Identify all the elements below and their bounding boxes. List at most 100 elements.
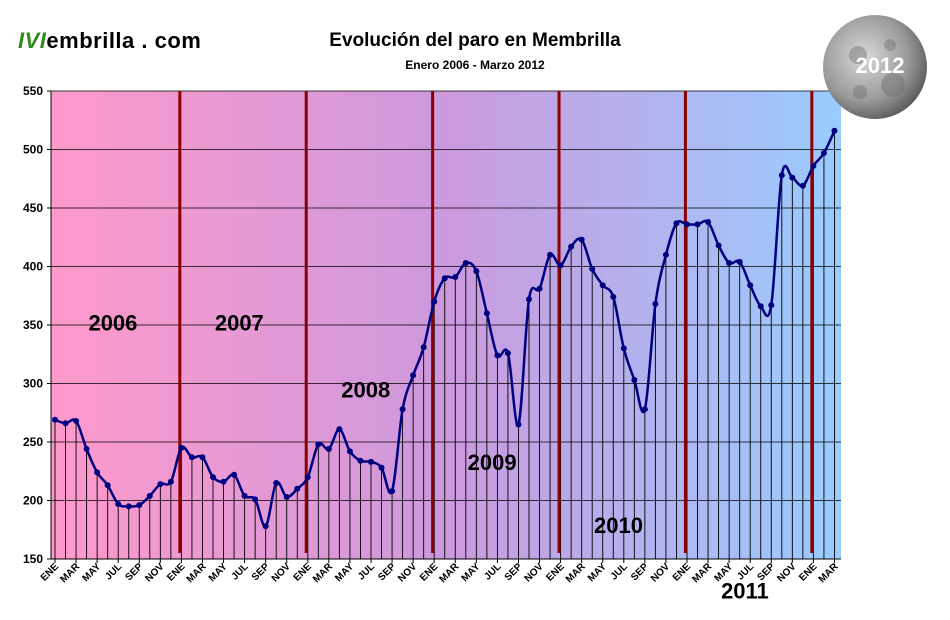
x-tick-label: MAY [207,561,230,584]
y-axis-ticks: 150 200 250 300 350 400 450 500 550 [23,84,51,566]
x-tick-label: SEP [250,561,272,583]
data-point [346,448,353,455]
x-tick-label: MAR [311,561,335,585]
x-tick-label: ENE [165,561,188,584]
data-point [568,243,575,250]
data-point [188,454,195,461]
data-point [104,482,111,489]
x-tick-label: ENE [544,561,567,584]
x-tick-label: NOV [396,561,419,584]
data-point [694,221,701,228]
data-point [157,481,164,488]
data-point [778,172,785,179]
x-tick-label: JUL [103,561,124,582]
x-tick-label: JUL [482,561,503,582]
data-point [799,182,806,189]
x-tick-label: SEP [755,561,777,583]
data-point [589,265,596,272]
data-point [283,493,290,500]
data-point [599,282,606,289]
x-tick-label: NOV [143,561,166,584]
x-tick-label: NOV [649,561,672,584]
y-tick-label: 400 [23,260,43,274]
x-tick-label: MAR [564,561,588,585]
data-point [431,298,438,305]
x-tick-label: MAY [460,561,483,584]
series-points [52,127,838,530]
y-tick-label: 250 [23,435,43,449]
data-point [231,471,238,478]
y-tick-label: 350 [23,318,43,332]
data-point [631,376,638,383]
x-tick-label: SEP [123,561,145,583]
data-point [136,502,143,509]
data-point [705,219,712,226]
data-point [652,300,659,307]
moon-badge: 2012 [823,15,927,119]
y-tick-label: 200 [23,494,43,508]
data-point [389,488,396,495]
moon-badge-label: 2012 [856,53,905,78]
data-point [462,259,469,266]
data-point [726,259,733,266]
x-tick-label: MAY [586,561,609,584]
data-point [768,302,775,309]
x-tick-label: MAR [58,561,82,585]
year-labels: 2006 2007 2008 2009 2010 2011 [88,311,768,604]
data-point [210,474,216,481]
drop-lines [54,130,835,559]
year-label: 2008 [341,377,390,402]
data-point [294,485,301,492]
year-label: 2009 [468,450,517,475]
x-tick-label: ENE [671,561,694,584]
data-point [641,406,648,413]
x-tick-label: MAR [690,561,714,585]
x-tick-label: MAR [817,561,841,585]
logo-mark: IVI [18,28,47,53]
year-label: 2006 [88,311,137,336]
x-tick-label: MAR [438,561,462,585]
data-point [536,285,543,292]
data-point [399,406,406,413]
x-tick-label: MAY [333,561,356,584]
year-label: 2011 [721,579,769,604]
x-tick-label: JUL [356,561,377,582]
data-point [662,251,669,258]
data-point [336,426,343,433]
data-point [325,446,332,453]
x-tick-label: JUL [230,561,251,582]
data-point [410,372,417,379]
data-point [831,127,838,134]
data-point [262,523,269,530]
data-point [420,344,427,351]
data-point [146,492,153,499]
moon-icon [823,15,927,119]
data-point [578,236,585,243]
data-point [52,416,58,423]
data-point [357,457,364,464]
data-point [483,310,490,317]
data-point [94,469,101,476]
data-point [220,478,227,485]
data-point [747,282,754,289]
data-point [199,454,206,461]
x-tick-label: NOV [523,561,546,584]
logo-text: embrilla . com [46,28,202,53]
data-point [526,296,532,303]
x-tick-label: ENE [292,561,315,584]
data-point [473,268,480,275]
data-point [557,262,564,269]
y-tick-label: 550 [23,84,43,98]
x-tick-label: NOV [270,561,293,584]
data-point [810,162,817,169]
data-point [547,251,554,258]
y-tick-label: 300 [23,377,43,391]
data-point [115,501,122,508]
data-point [368,458,374,465]
data-point [757,303,764,310]
data-point [515,421,522,428]
y-tick-label: 500 [23,143,43,157]
x-tick-label: ENE [797,561,820,584]
x-tick-label: MAY [80,561,103,584]
x-tick-label: JUL [609,561,630,582]
